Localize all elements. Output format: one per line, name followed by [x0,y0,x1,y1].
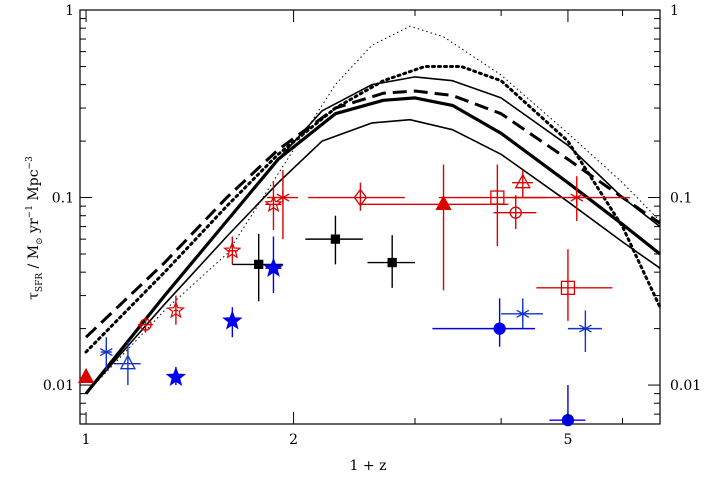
model-curve-5 [84,89,661,339]
marker-circle [139,318,152,331]
marker-square [387,257,397,268]
marker-square [560,280,576,295]
marker-triangle [77,367,95,383]
x-axis-label: 1 + z [350,458,387,474]
marker-asterisk-stroke [516,309,530,318]
marker-triangle [119,354,136,370]
data-point [114,341,141,386]
data-point [536,249,613,321]
data-point [305,215,363,265]
marker-star [223,241,242,259]
data-point [222,307,243,338]
data-point [138,317,153,333]
y-axis-label: τSFR / M⊙ yr−1 Mpc−3 [25,156,45,300]
data-point [266,170,299,240]
axis-ticks: 1 2 5 0.01 0.1 1 0.01 0.1 1 [43,3,701,448]
marker-circle [493,322,506,335]
x-tick-label: 2 [289,432,298,448]
marker-asterisk-stroke [99,347,113,357]
marker-triangle [514,173,531,189]
svg-text:τSFR / M⊙ yr−1 Mpc−3: τSFR / M⊙ yr−1 Mpc−3 [25,156,45,300]
y-tick-label-left: 0.1 [52,191,74,207]
x-tick-label: 1 [82,432,91,448]
data-point [165,366,187,386]
data-point [360,164,509,291]
marker-diamond [353,188,368,207]
y-tick-label-right: 0.1 [670,191,692,207]
y-tick-label-right: 1 [670,3,679,19]
marker-star [222,310,243,330]
model-curve-1 [85,25,661,394]
marker-square [490,190,505,205]
marker-square [330,234,341,244]
y-tick-label-left: 1 [65,3,74,19]
data-point [77,367,95,383]
marker-asterisk-stroke [578,324,592,333]
marker-asterisk-stroke [570,193,584,202]
data-point [549,385,586,427]
data-point [263,236,284,293]
data-point [367,235,415,288]
marker-star [264,194,283,213]
model-curve-2 [85,76,661,395]
marker-star [165,366,187,386]
data-point [501,298,543,329]
model-curve-4 [84,96,661,395]
x-tick-label: 5 [563,432,572,448]
data-points [77,164,630,427]
marker-star [166,300,186,319]
model-curve-6 [84,65,662,354]
y-tick-label-right: 0.01 [670,378,701,394]
marker-square [254,259,264,270]
data-point [223,236,242,265]
plot-frame [79,9,661,425]
data-point [512,170,534,198]
data-point [99,337,113,371]
marker-star [263,257,284,277]
y-tick-label-left: 0.01 [43,378,74,394]
data-point [567,310,602,353]
data-point [264,181,283,231]
marker-triangle [435,194,452,210]
data-point [512,176,630,221]
data-point [432,298,536,347]
data-point [166,295,186,325]
data-point [308,182,405,211]
data-point [493,195,537,229]
marker-asterisk-stroke [276,193,290,202]
model-curves [84,25,662,395]
marker-circle [509,206,522,219]
data-point [438,164,547,247]
